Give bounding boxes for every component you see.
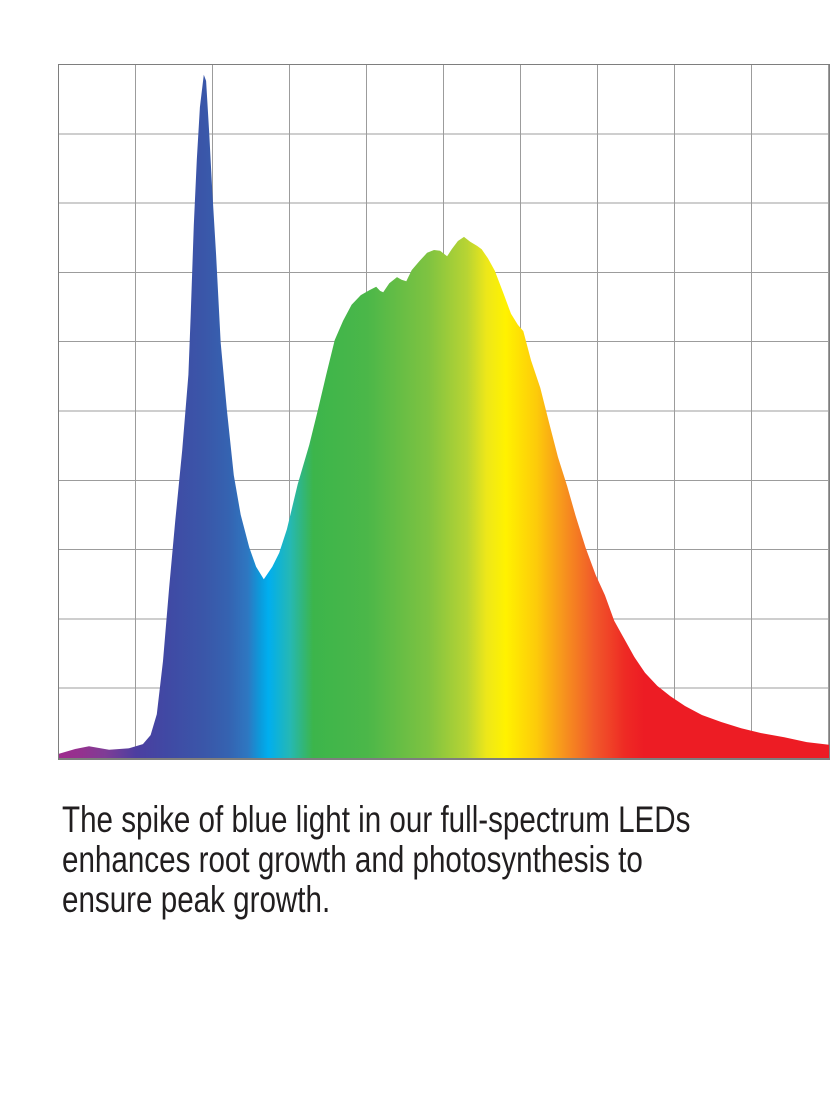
- caption-line-2: enhances root growth and photosynthesis …: [62, 839, 643, 880]
- spectrum-svg: [59, 74, 829, 758]
- spectrum-chart: [58, 64, 830, 760]
- spectrum-area-curve: [59, 74, 829, 758]
- caption: The spike of blue light in our full-spec…: [62, 800, 832, 920]
- caption-line-3: ensure peak growth.: [62, 879, 331, 920]
- caption-line-1: The spike of blue light in our full-spec…: [62, 799, 691, 840]
